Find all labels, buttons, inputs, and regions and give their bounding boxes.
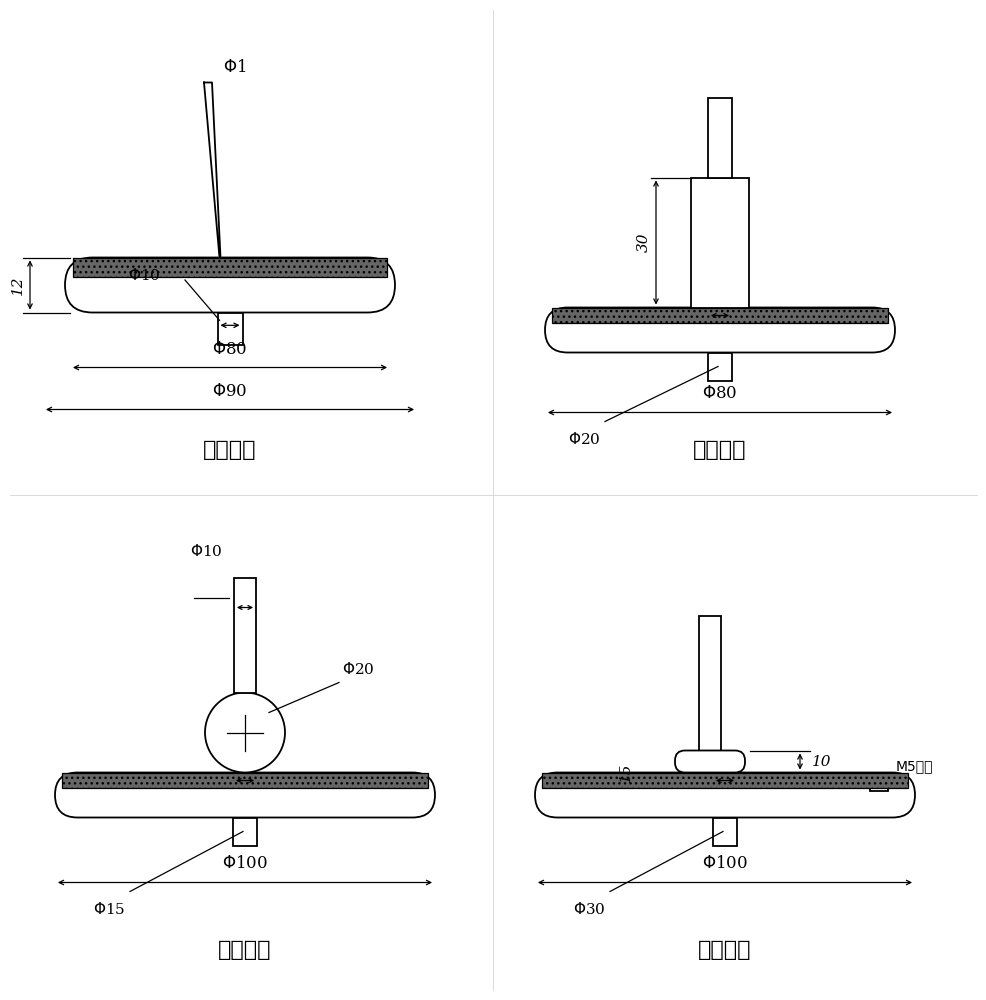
Text: $\it\Phi$80: $\it\Phi$80 — [212, 340, 247, 358]
FancyBboxPatch shape — [674, 750, 744, 772]
Text: $\it\Phi$20: $\it\Phi$20 — [342, 662, 374, 678]
FancyBboxPatch shape — [65, 257, 394, 312]
Bar — [712, 818, 737, 846]
Bar — [217, 312, 243, 344]
Text: $\it\Phi$20: $\it\Phi$20 — [567, 432, 599, 448]
Text: $\it\Phi$90: $\it\Phi$90 — [212, 382, 247, 399]
FancyBboxPatch shape — [544, 308, 894, 353]
Text: 12: 12 — [11, 275, 25, 295]
Text: 悬浮放电: 悬浮放电 — [697, 940, 751, 960]
Bar — [73, 257, 387, 277]
Bar — [541, 772, 907, 788]
Text: 30: 30 — [636, 233, 651, 252]
Bar — [233, 818, 256, 846]
Text: $\it\Phi$100: $\it\Phi$100 — [701, 856, 747, 872]
Text: 15: 15 — [618, 763, 632, 782]
Text: $\it\Phi$1: $\it\Phi$1 — [223, 59, 246, 76]
Bar — [690, 178, 748, 308]
Text: $\it\Phi$80: $\it\Phi$80 — [702, 385, 737, 402]
Text: $\it\Phi$10: $\it\Phi$10 — [127, 267, 160, 283]
Text: $\it\Phi$100: $\it\Phi$100 — [222, 856, 267, 872]
Text: 沿面放电: 沿面放电 — [692, 440, 746, 460]
Bar — [707, 98, 732, 178]
Bar — [541, 772, 907, 788]
Text: $\it\Phi$15: $\it\Phi$15 — [93, 902, 125, 918]
Bar — [551, 308, 887, 323]
Bar — [707, 353, 732, 380]
Text: M5螺母: M5螺母 — [895, 760, 933, 774]
FancyBboxPatch shape — [534, 772, 914, 818]
FancyBboxPatch shape — [55, 772, 435, 818]
Text: 10: 10 — [811, 754, 830, 768]
Text: $\it\Phi$30: $\it\Phi$30 — [572, 902, 604, 918]
Bar — [62, 772, 428, 788]
Bar — [551, 308, 887, 323]
Polygon shape — [204, 83, 220, 257]
Bar — [869, 772, 887, 790]
Circle shape — [205, 692, 285, 772]
Bar — [62, 772, 428, 788]
Text: 尖端放电: 尖端放电 — [203, 440, 256, 460]
Text: $\it\Phi$10: $\it\Phi$10 — [189, 544, 222, 560]
Text: 气泡放电: 气泡放电 — [218, 940, 271, 960]
Bar — [234, 578, 255, 692]
Bar — [698, 615, 720, 750]
Bar — [73, 257, 387, 277]
